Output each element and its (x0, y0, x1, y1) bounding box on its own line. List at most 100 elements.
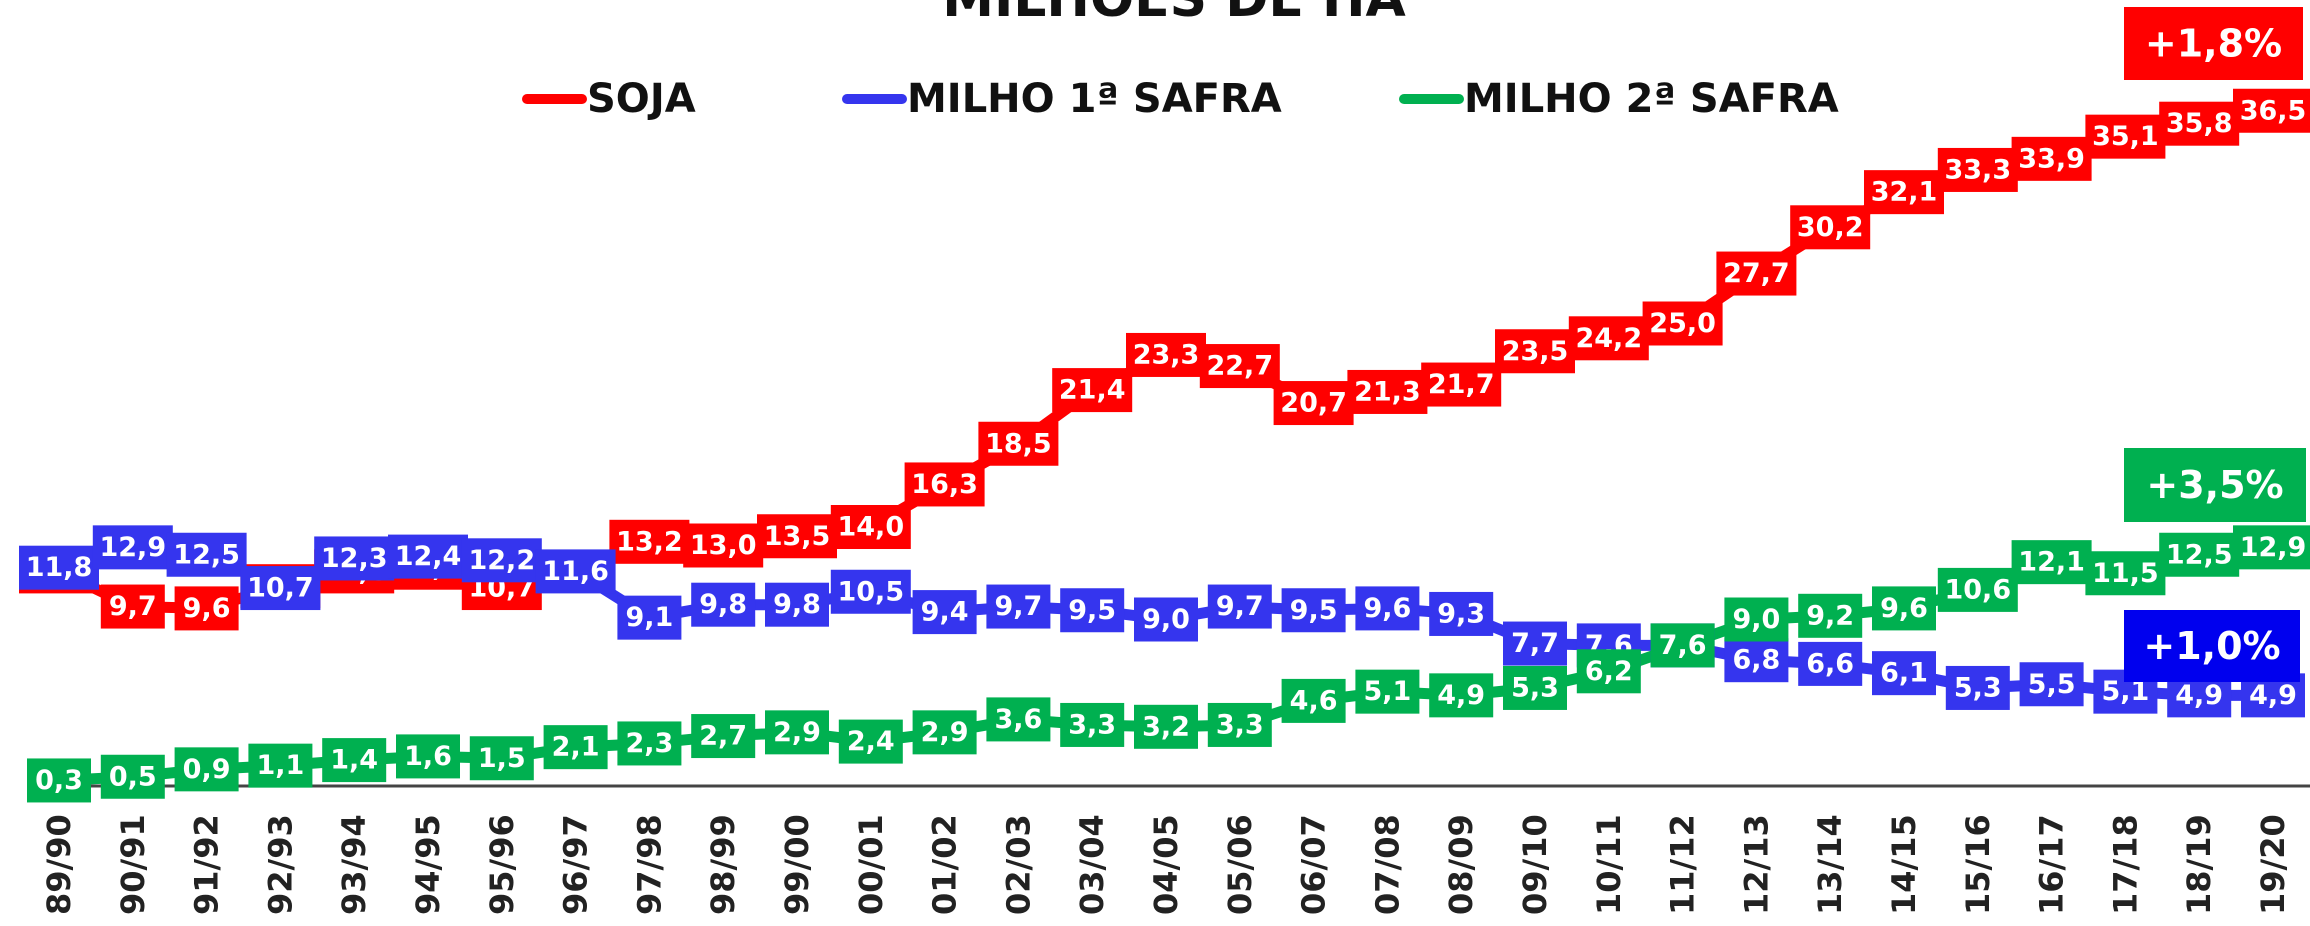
value-label: 12,5 (2159, 532, 2240, 577)
value-label: 6,1 (1872, 651, 1936, 696)
x-tick-label: 17/18 (2106, 814, 2144, 915)
data-label: 10,6 (1944, 574, 2011, 605)
value-label: 9,5 (1060, 588, 1125, 633)
value-label: 6,6 (1798, 641, 1863, 686)
x-tick-label: 08/09 (1442, 814, 1480, 915)
data-label: 13,0 (690, 530, 757, 561)
label-box (1126, 332, 1206, 377)
x-tick-label: 06/07 (1295, 814, 1333, 915)
label-box (166, 532, 247, 577)
chart-title: MILHÕES DE HA (942, 0, 1406, 29)
label-box (609, 519, 690, 564)
label-box (2019, 662, 2084, 707)
data-label: 3,6 (994, 704, 1042, 735)
label-box (1421, 362, 1502, 407)
x-tick-label: 07/08 (1368, 814, 1406, 915)
data-label: 12,5 (2166, 539, 2233, 570)
data-label: 9,8 (773, 589, 821, 620)
label-box (92, 525, 173, 570)
label-box (2159, 101, 2240, 146)
data-label: 9,7 (994, 591, 1042, 622)
label-box (1568, 316, 1649, 361)
value-label: 27,7 (1716, 251, 1797, 296)
data-label: 12,9 (2240, 532, 2307, 563)
data-label: 27,7 (1723, 258, 1790, 289)
label-box (1864, 170, 1944, 215)
value-label: 25,0 (1642, 301, 1723, 346)
data-label: 36,5 (2240, 95, 2307, 126)
data-label: 0,3 (35, 765, 83, 796)
label-box (683, 523, 764, 568)
label-box (617, 595, 682, 640)
value-label: 6,8 (1724, 638, 1789, 683)
label-box (1503, 621, 1567, 666)
data-label: 0,9 (183, 754, 231, 785)
label-box (838, 719, 903, 764)
data-label: 3,2 (1142, 711, 1190, 742)
data-label: 12,2 (468, 545, 535, 576)
value-label: 9,0 (1134, 597, 1198, 642)
data-label: 9,0 (1732, 604, 1780, 635)
data-label: 6,6 (1806, 648, 1854, 679)
data-label: 11,6 (542, 556, 609, 587)
value-label: 12,2 (461, 538, 542, 583)
data-label: 33,9 (2018, 143, 2085, 174)
value-label: 2,4 (838, 719, 903, 764)
label-box (2159, 532, 2240, 577)
value-label: 10,5 (830, 569, 911, 614)
label-box (1429, 673, 1494, 718)
value-label: 22,7 (1199, 344, 1280, 389)
data-label: 16,3 (911, 469, 978, 500)
value-label: 12,1 (2011, 540, 2092, 585)
value-label: 1,1 (248, 743, 313, 788)
value-label: 0,5 (100, 754, 165, 799)
x-tick-label: 14/15 (1885, 814, 1923, 915)
label-box (322, 738, 387, 783)
x-tick-label: 95/96 (483, 814, 521, 915)
label-box (1052, 368, 1133, 413)
label-box (27, 758, 91, 803)
data-label: 2,4 (847, 726, 895, 757)
data-label: 20,7 (1280, 388, 1347, 419)
data-label: 2,1 (552, 732, 600, 763)
value-label: 12,3 (314, 536, 395, 581)
data-label: 33,3 (1944, 154, 2011, 185)
value-label: 12,9 (92, 525, 173, 570)
data-label: 9,6 (1880, 593, 1928, 624)
data-label: 9,7 (109, 591, 157, 622)
data-label: 5,5 (2028, 669, 2076, 700)
data-label: 9,1 (625, 602, 673, 633)
label-box (1495, 329, 1575, 374)
value-label: 9,6 (1355, 586, 1420, 631)
annotation-box (2124, 610, 2300, 682)
data-label: 21,3 (1354, 376, 1421, 407)
data-label: 25,0 (1649, 308, 1716, 339)
label-box (535, 549, 616, 594)
label-box (1207, 584, 1272, 629)
value-label: 9,3 (1429, 591, 1494, 636)
x-tick-label: 89/90 (40, 814, 78, 915)
label-box (765, 582, 829, 627)
x-tick-label: 90/91 (114, 814, 152, 915)
label-box (1355, 669, 1420, 714)
label-box (1945, 665, 2010, 710)
value-label: 13,0 (683, 523, 764, 568)
label-box (248, 743, 313, 788)
data-label: 4,9 (2249, 680, 2297, 711)
value-label: 16,3 (904, 462, 985, 507)
x-tick-label: 11/12 (1664, 814, 1702, 915)
data-label: 5,1 (1363, 676, 1411, 707)
data-label: 30,2 (1797, 212, 1864, 243)
annotation: +1,8% (2145, 22, 2282, 66)
label-box (1642, 301, 1723, 346)
data-label: 7,6 (1659, 630, 1707, 661)
value-label: 3,3 (1207, 702, 1272, 747)
label-box (986, 584, 1051, 629)
value-label: 10,6 (1937, 567, 2018, 612)
value-label: 24,2 (1568, 316, 1649, 361)
label-box (1790, 205, 1871, 250)
label-box (388, 534, 468, 579)
data-label: 22,7 (1206, 351, 1273, 382)
label-box (757, 514, 837, 559)
label-box (1060, 702, 1125, 747)
